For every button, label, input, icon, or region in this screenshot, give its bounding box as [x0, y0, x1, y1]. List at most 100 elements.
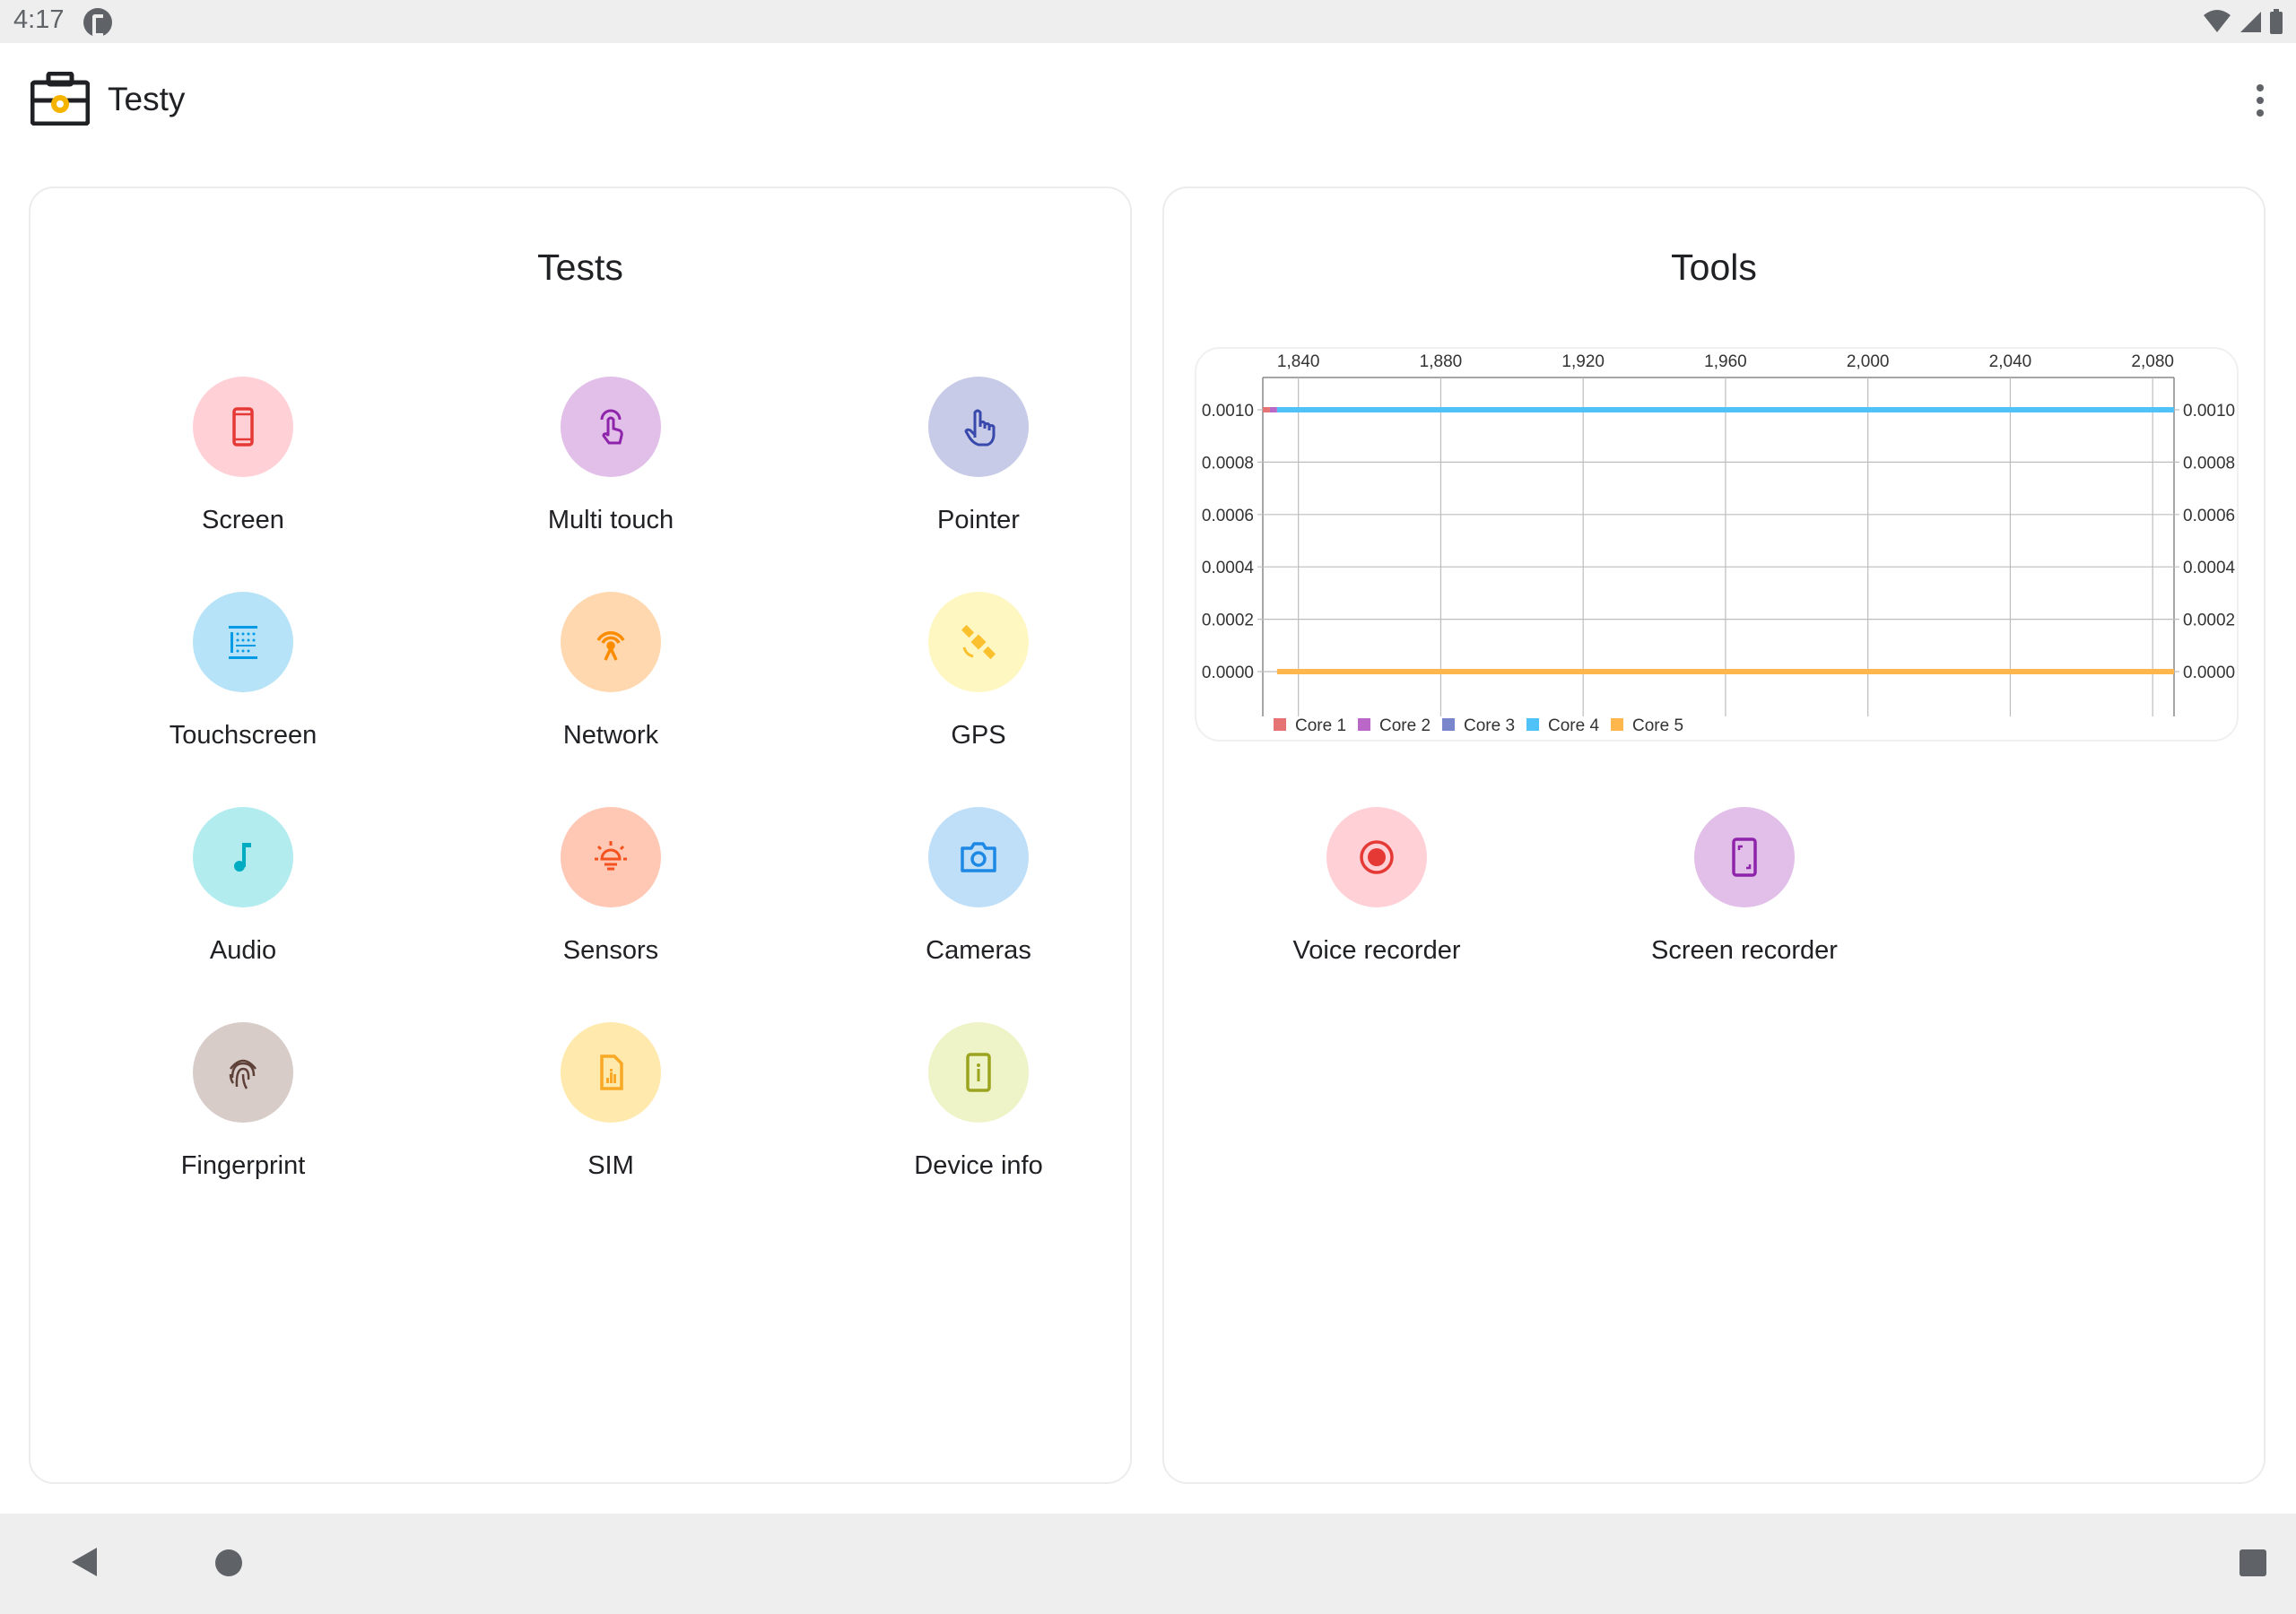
- legend-label: Core 3: [1464, 716, 1515, 735]
- tile-icon-circle: [193, 377, 293, 477]
- tile-icon-circle: [561, 1022, 661, 1123]
- tile-label: Multi touch: [547, 506, 674, 534]
- sim-card-icon: [600, 1054, 623, 1090]
- tile-label: GPS: [951, 721, 1006, 750]
- test-multi-touch[interactable]: Multi touch: [476, 377, 745, 535]
- more-vert-dot: [2257, 97, 2264, 104]
- y-tick-label-left: 0.0006: [1202, 507, 1254, 525]
- notification-app-icon: [83, 8, 112, 37]
- phone-icon: [232, 407, 254, 447]
- tile-icon-circle: [928, 1022, 1029, 1123]
- tile-icon-circle: [193, 807, 293, 907]
- back-button[interactable]: [72, 1548, 97, 1576]
- tile-icon-circle: [561, 807, 661, 907]
- screen-record-icon: [1732, 837, 1757, 877]
- x-tick-label: 2,040: [1989, 352, 2032, 371]
- tile-icon-circle: [928, 377, 1029, 477]
- tile-icon-circle: [561, 377, 661, 477]
- x-tick-label: 1,880: [1420, 352, 1463, 371]
- cpu-chart: 0.0010 0.0010 0.0008 0.0008 0.0006 0.0006 0.00…: [1195, 347, 2239, 742]
- app-title: Testy: [108, 81, 186, 117]
- toolbox-logo-icon: [30, 72, 90, 126]
- y-tick-label-right: 0.0002: [2183, 612, 2235, 630]
- navigation-bar: [0, 1514, 2296, 1614]
- touchscreen-grid-icon: [229, 626, 257, 659]
- wifi-icon: [2204, 10, 2231, 32]
- y-tick-label-left: 0.0010: [1202, 402, 1254, 421]
- x-tick-label: 1,960: [1704, 352, 1747, 371]
- tile-icon-circle: [561, 592, 661, 692]
- y-tick-label-right: 0.0000: [2183, 664, 2235, 682]
- x-tick-label: 2,080: [2131, 352, 2174, 371]
- cell-signal-icon: [2240, 12, 2261, 32]
- tile-label: Pointer: [937, 506, 1020, 534]
- tools-card: Tools 0.0010 0.0010 0.0008 0.0008 0.0006 0.00…: [1162, 187, 2266, 1484]
- tile-icon-circle: [928, 592, 1029, 692]
- test-sensors[interactable]: Sensors: [476, 807, 745, 966]
- device-info-icon: [966, 1053, 991, 1092]
- tile-label: Sensors: [562, 936, 659, 965]
- tools-title: Tools: [1671, 247, 1757, 288]
- tile-label: Screen recorder: [1651, 936, 1838, 965]
- sensor-icon: [595, 841, 627, 871]
- tile-icon-circle: [1694, 807, 1795, 907]
- legend-label: Core 2: [1379, 716, 1431, 735]
- overflow-menu-button[interactable]: [2242, 82, 2278, 118]
- legend-swatch: [1358, 718, 1370, 731]
- test-fingerprint[interactable]: Fingerprint: [109, 1022, 378, 1181]
- x-tick-label: 1,840: [1277, 352, 1320, 371]
- legend-label: Core 5: [1632, 716, 1683, 735]
- tile-icon-circle: [928, 807, 1029, 907]
- tests-title: Tests: [537, 247, 623, 288]
- music-note-icon: [234, 843, 251, 872]
- x-tick-label: 1,920: [1561, 352, 1605, 371]
- tool-voice-recorder[interactable]: Voice recorder: [1242, 807, 1511, 966]
- legend-swatch: [1526, 718, 1539, 731]
- tile-icon-circle: [1326, 807, 1427, 907]
- tile-label: Device info: [914, 1151, 1043, 1180]
- test-audio[interactable]: Audio: [109, 807, 378, 966]
- status-icons: [2204, 9, 2283, 34]
- cpu-chart-svg: 0.0010 0.0010 0.0008 0.0008 0.0006 0.0006 0.00…: [1202, 352, 2236, 735]
- test-touchscreen[interactable]: Touchscreen: [109, 592, 378, 751]
- home-button[interactable]: [215, 1549, 242, 1576]
- camera-icon: [961, 842, 996, 872]
- y-tick-label-left: 0.0000: [1202, 664, 1254, 682]
- test-network[interactable]: Network: [476, 592, 745, 751]
- tile-label: SIM: [587, 1151, 634, 1180]
- test-device-info[interactable]: Device info: [844, 1022, 1113, 1181]
- test-cameras[interactable]: Cameras: [844, 807, 1113, 966]
- battery-icon: [2270, 9, 2283, 34]
- recents-button[interactable]: [2239, 1549, 2266, 1576]
- more-vert-dot: [2257, 84, 2264, 91]
- legend-label: Core 4: [1548, 716, 1599, 735]
- test-gps[interactable]: GPS: [844, 592, 1113, 751]
- legend-swatch: [1442, 718, 1455, 731]
- tile-label: Fingerprint: [180, 1151, 306, 1180]
- y-tick-label-right: 0.0008: [2183, 454, 2235, 473]
- test-sim[interactable]: SIM: [476, 1022, 745, 1181]
- tile-label: Network: [562, 721, 659, 750]
- app-bar: Testy: [0, 43, 2296, 160]
- test-pointer[interactable]: Pointer: [844, 377, 1113, 535]
- tile-icon-circle: [193, 1022, 293, 1123]
- record-icon: [1360, 840, 1394, 874]
- legend-label: Core 1: [1295, 716, 1346, 735]
- legend-swatch: [1611, 718, 1623, 731]
- y-tick-label-left: 0.0004: [1202, 559, 1255, 577]
- more-vert-dot: [2257, 109, 2264, 117]
- satellite-icon: [961, 624, 996, 660]
- tile-label: Touchscreen: [169, 721, 317, 750]
- tool-screen-recorder[interactable]: Screen recorder: [1610, 807, 1879, 966]
- pointer-hand-icon: [964, 409, 996, 447]
- fingerprint-icon: [229, 1059, 257, 1089]
- tile-label: Cameras: [926, 936, 1031, 965]
- y-tick-label-right: 0.0010: [2183, 402, 2235, 421]
- test-screen[interactable]: Screen: [109, 377, 378, 535]
- legend-swatch: [1274, 718, 1286, 731]
- tile-label: Voice recorder: [1292, 936, 1461, 965]
- tile-icon-circle: [193, 592, 293, 692]
- tests-card: Tests Screen Multi touch Pointer Touchsc…: [29, 187, 1132, 1484]
- y-tick-label-right: 0.0006: [2183, 507, 2235, 525]
- status-bar: 4:17: [0, 0, 2296, 43]
